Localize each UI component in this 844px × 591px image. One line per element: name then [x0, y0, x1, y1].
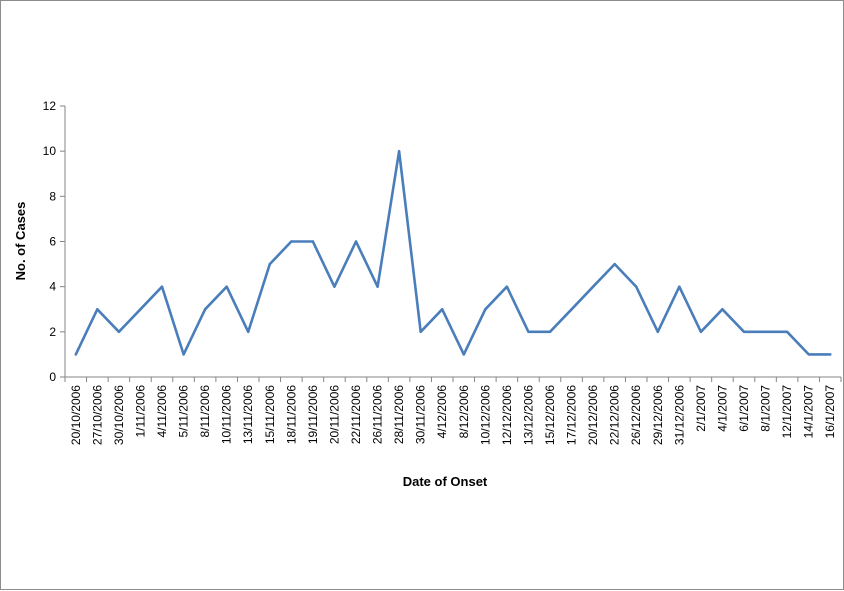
x-tick-label: 13/11/2006 — [241, 385, 255, 444]
data-point — [397, 149, 401, 153]
data-point — [785, 330, 789, 334]
x-tick-label: 4/1/2007 — [715, 385, 729, 432]
data-point — [290, 240, 293, 243]
data-point — [656, 330, 659, 334]
x-tick-label: 1/11/2006 — [133, 385, 147, 438]
data-point — [139, 308, 142, 311]
x-tick-label: 20/10/2006 — [69, 385, 83, 445]
x-tick-label: 4/12/2006 — [435, 385, 449, 439]
data-point — [203, 308, 207, 311]
x-tick-label: 12/12/2006 — [500, 385, 514, 445]
x-tick-label: 18/11/2006 — [284, 385, 298, 444]
data-point — [678, 285, 681, 288]
x-tick-label: 30/11/2006 — [414, 385, 428, 444]
y-tick-label: 6 — [49, 235, 56, 249]
data-point — [742, 330, 746, 334]
data-point — [268, 262, 271, 266]
y-tick-label: 8 — [49, 189, 56, 203]
data-point — [311, 240, 315, 243]
data-point — [96, 308, 99, 311]
x-tick-label: 13/12/2006 — [521, 385, 535, 445]
data-point — [721, 308, 724, 311]
data-point — [247, 330, 250, 334]
x-axis: 20/10/2006 27/10/2006 30/10/2006 1/11/2006 4… — [64, 376, 842, 445]
data-point — [376, 285, 379, 288]
x-tick-label: 22/12/2006 — [608, 385, 622, 445]
x-tick-label: 14/1/2007 — [802, 385, 816, 439]
data-point — [441, 308, 444, 311]
x-tick-label: 15/12/2006 — [543, 385, 557, 445]
data-point — [117, 330, 121, 334]
y-axis: 0 2 4 6 8 10 12 — [43, 99, 66, 384]
x-tick-label: 30/10/2006 — [112, 385, 126, 445]
data-point — [699, 330, 703, 334]
data-point — [74, 353, 77, 356]
data-point — [829, 353, 832, 356]
x-tick-label: 8/12/2006 — [457, 385, 471, 439]
data-point — [225, 285, 228, 288]
data-point — [570, 308, 573, 311]
x-tick-label: 20/12/2006 — [586, 385, 600, 445]
data-point — [354, 240, 358, 243]
data-point — [591, 285, 595, 288]
y-tick-label: 10 — [43, 144, 57, 158]
y-axis-title: No. of Cases — [13, 202, 28, 281]
x-tick-label: 8/11/2006 — [198, 385, 212, 438]
data-point — [419, 330, 422, 334]
data-point — [484, 308, 487, 311]
x-axis-title: Date of Onset — [403, 474, 488, 489]
x-tick-label: 8/1/2007 — [759, 385, 773, 432]
x-tick-label: 26/12/2006 — [629, 385, 643, 445]
x-tick-label: 31/12/2006 — [672, 385, 686, 445]
x-tick-label: 26/11/2006 — [371, 385, 385, 444]
x-tick-label: 29/12/2006 — [651, 385, 665, 445]
data-point — [764, 330, 767, 334]
x-tick-label: 5/11/2006 — [177, 385, 191, 438]
y-tick-label: 0 — [49, 370, 56, 384]
x-tick-label: 10/12/2006 — [478, 385, 492, 445]
y-tick-label: 2 — [49, 325, 56, 339]
data-point — [333, 285, 336, 288]
x-tick-label: 19/11/2006 — [306, 385, 320, 444]
cases-line — [74, 149, 832, 356]
x-tick-label: 17/12/2006 — [565, 385, 579, 445]
data-point — [505, 285, 509, 288]
data-point — [182, 353, 185, 356]
data-point — [548, 330, 552, 334]
data-point — [807, 353, 810, 356]
x-tick-label: 6/1/2007 — [737, 385, 751, 432]
data-point — [462, 353, 465, 356]
data-point — [613, 262, 616, 266]
x-tick-label: 20/11/2006 — [327, 385, 341, 444]
x-tick-label: 16/1/2007 — [823, 385, 837, 439]
y-tick-label: 12 — [43, 99, 57, 113]
x-tick-label: 27/10/2006 — [90, 385, 104, 445]
data-point — [527, 330, 530, 334]
x-tick-label: 2/1/2007 — [694, 385, 708, 432]
data-point — [635, 285, 638, 288]
x-tick-label: 12/1/2007 — [780, 385, 794, 439]
x-tick-label: 28/11/2006 — [392, 385, 406, 444]
x-tick-label: 4/11/2006 — [155, 385, 169, 438]
x-tick-label: 15/11/2006 — [263, 385, 277, 444]
y-tick-label: 4 — [49, 280, 56, 294]
x-tick-label: 22/11/2006 — [349, 385, 363, 444]
data-point — [160, 285, 164, 288]
series-layer — [74, 149, 832, 356]
x-tick-label: 10/11/2006 — [220, 385, 234, 444]
